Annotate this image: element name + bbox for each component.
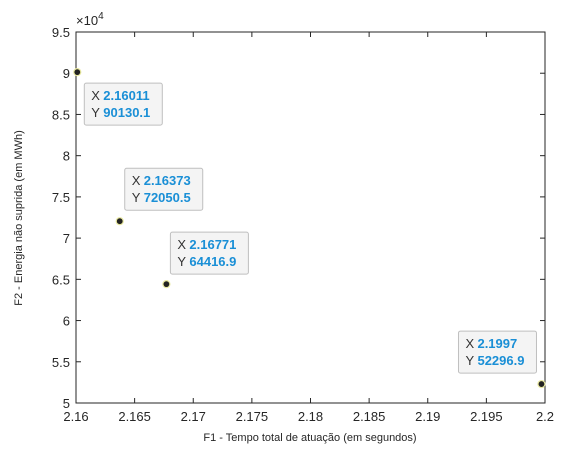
x-tick-label: 2.195	[470, 409, 503, 424]
y-axis-exponent-base: ×10	[76, 13, 98, 28]
y-tick-label: 9	[63, 66, 70, 81]
data-tip-x-value: 2.16771	[189, 237, 236, 252]
x-tick-label: 2.19	[415, 409, 440, 424]
data-tip-x-value: 2.16373	[144, 173, 191, 188]
y-tick-label: 5.5	[52, 355, 70, 370]
data-tip-x-value: 2.16011	[103, 88, 149, 103]
data-point[interactable]	[538, 381, 545, 388]
x-axis-label: F1 - Tempo total de atuação (em segundos…	[203, 432, 416, 444]
data-point[interactable]	[163, 281, 170, 288]
data-point[interactable]	[74, 69, 81, 76]
data-tip-y-prefix: Y	[91, 105, 100, 120]
y-tick-label: 8.5	[52, 107, 70, 122]
data-tip-y-prefix: Y	[177, 254, 186, 269]
x-tick-label: 2.16	[63, 409, 88, 424]
x-tick-label: 2.2	[536, 409, 554, 424]
x-tick-label: 2.165	[118, 409, 151, 424]
data-point[interactable]	[116, 218, 123, 225]
data-tip-y-value: 72050.5	[144, 190, 191, 205]
data-tip-y-prefix: Y	[132, 190, 141, 205]
data-tip-y-value: 90130.1	[103, 105, 150, 120]
y-axis-exponent-power: 4	[98, 11, 104, 22]
y-tick-label: 5	[63, 396, 70, 411]
data-tip-y-value: 64416.9	[189, 254, 236, 269]
y-tick-label: 6	[63, 314, 70, 329]
y-axis-label: F2 - Energia não suprida (em MWh)	[13, 130, 25, 305]
data-tip-x-prefix: X	[132, 173, 141, 188]
y-tick-label: 6.5	[52, 272, 70, 287]
data-tip-y-prefix: Y	[465, 353, 474, 368]
y-tick-label: 7	[63, 231, 70, 246]
x-tick-label: 2.17	[181, 409, 206, 424]
data-tip-x-prefix: X	[91, 88, 100, 103]
data-tip-x-value: 2.1997	[477, 336, 517, 351]
y-axis-exponent: ×104	[76, 11, 104, 28]
x-tick-label: 2.185	[353, 409, 386, 424]
data-tip-x-prefix: X	[465, 336, 474, 351]
data-tip-x-prefix: X	[177, 237, 186, 252]
x-tick-label: 2.175	[236, 409, 269, 424]
y-tick-label: 8	[63, 149, 70, 164]
x-tick-label: 2.18	[298, 409, 323, 424]
y-tick-label: 9.5	[52, 25, 70, 40]
y-tick-label: 7.5	[52, 190, 70, 205]
data-tip-y-value: 52296.9	[477, 353, 524, 368]
